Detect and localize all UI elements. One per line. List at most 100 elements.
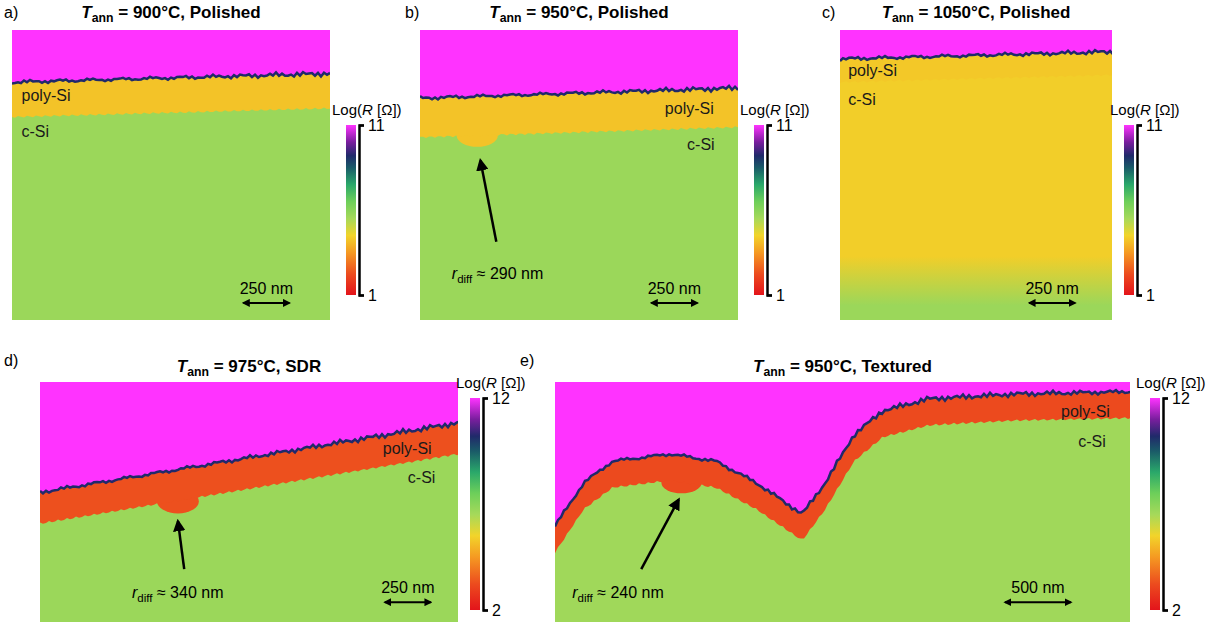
text-part: [Ω]) bbox=[373, 101, 402, 118]
colorbar-axis: 2 12 bbox=[1163, 390, 1190, 619]
panel: b)Tann = 950°C, Polishedpoly-Sic-Sirdiff… bbox=[405, 3, 810, 320]
tick-mark bbox=[483, 610, 488, 612]
scale-bar-label: 500 nm bbox=[1011, 579, 1064, 596]
colorbar-bracket bbox=[1164, 399, 1169, 611]
map bbox=[840, 30, 1112, 320]
air-region bbox=[40, 382, 458, 493]
colorbar-label: Log(R [Ω]) bbox=[1136, 374, 1206, 391]
colorbar-axis: 111 bbox=[767, 117, 793, 304]
panel: e)Tann = 950°C, Texturedpoly-Sic-Sirdiff… bbox=[520, 352, 1206, 622]
colorbar-tick: 1 bbox=[1137, 287, 1155, 304]
annotation-arrow bbox=[641, 500, 678, 570]
tick-label: 2 bbox=[492, 602, 501, 619]
panel-letter: d) bbox=[4, 352, 18, 369]
scale-bar bbox=[1029, 302, 1075, 304]
text-part: R bbox=[770, 101, 781, 118]
scale-bar bbox=[1005, 601, 1071, 603]
tick-label: 2 bbox=[1172, 602, 1181, 619]
tick-label: 12 bbox=[492, 390, 510, 407]
panel-title: Tann = 950°C, Textured bbox=[753, 357, 932, 379]
air-region bbox=[555, 382, 1130, 526]
colorbar-label: Log(R [Ω]) bbox=[332, 101, 402, 118]
text-part: Log( bbox=[1110, 101, 1140, 118]
text-part: Log( bbox=[456, 374, 486, 391]
text-part: R bbox=[486, 374, 497, 391]
air-region bbox=[12, 30, 330, 84]
colorbar-axis: 111 bbox=[1137, 117, 1163, 304]
panel-title: Tann = 950°C, Polished bbox=[489, 3, 668, 25]
scale-bar-label: 250 nm bbox=[240, 280, 293, 297]
tick-mark bbox=[1163, 398, 1168, 400]
text-part: diff bbox=[457, 273, 473, 285]
text-part: Log( bbox=[1136, 374, 1166, 391]
map bbox=[420, 30, 738, 320]
tick-mark bbox=[1163, 610, 1168, 612]
tick-label: 11 bbox=[368, 117, 385, 134]
text-part: ≈ 290 nm bbox=[472, 265, 543, 282]
text-part: = 900°C, Polished bbox=[114, 3, 261, 22]
colorbar-axis: 111 bbox=[359, 117, 385, 304]
tick-label: 1 bbox=[776, 287, 785, 304]
colorbar-axis: 2 12 bbox=[483, 390, 510, 619]
scale-bar-label: 250 nm bbox=[648, 280, 701, 297]
text-part: ann bbox=[92, 11, 114, 25]
map bbox=[12, 30, 330, 320]
region-label: poly-Si bbox=[22, 87, 71, 104]
surface-edge bbox=[420, 86, 738, 100]
text-part: Log( bbox=[332, 101, 362, 118]
text-part: [Ω]) bbox=[497, 374, 526, 391]
text-part: R bbox=[362, 101, 373, 118]
figure: a)Tann = 900°C, Polishedpoly-Sic-Si250 n… bbox=[0, 0, 1216, 642]
text-part: [Ω]) bbox=[781, 101, 810, 118]
scale-bar bbox=[385, 601, 431, 603]
colorbar-label: Log(R [Ω]) bbox=[740, 101, 810, 118]
region-label: poly-Si bbox=[383, 440, 432, 457]
panel: c)Tann = 1050°C, Polishedpoly-Sic-Si250 … bbox=[822, 3, 1180, 320]
text-part: [Ω]) bbox=[1151, 101, 1180, 118]
colorbar-bracket bbox=[360, 126, 365, 296]
air-region bbox=[420, 30, 738, 99]
annotation-arrow bbox=[178, 521, 184, 569]
tick-label: 12 bbox=[1172, 390, 1190, 407]
region-label: c-Si bbox=[1078, 433, 1106, 450]
colorbar-tick: 2 bbox=[1163, 602, 1181, 619]
colorbar-tick: 11 bbox=[359, 117, 385, 134]
text-part: ann bbox=[187, 365, 209, 379]
colorbar-label: Log(R [Ω]) bbox=[1110, 101, 1180, 118]
text-part: ≈ 240 nm bbox=[593, 584, 664, 601]
tick-mark bbox=[767, 125, 772, 127]
colorbar bbox=[470, 398, 480, 610]
panel-letter: a) bbox=[4, 4, 18, 21]
air-region bbox=[840, 30, 1112, 61]
text-part: ann bbox=[892, 11, 914, 25]
annotation: rdiff ≈ 240 nm bbox=[572, 584, 664, 604]
map bbox=[40, 382, 458, 622]
region-label: c-Si bbox=[687, 136, 715, 153]
colorbar bbox=[754, 125, 764, 295]
colorbar-tick: 1 bbox=[767, 287, 785, 304]
text-part: diff bbox=[137, 592, 153, 604]
tick-label: 1 bbox=[1146, 287, 1155, 304]
text-part: ann bbox=[763, 365, 785, 379]
text-part: = 950°C, Textured bbox=[785, 357, 932, 376]
panel-title: Tann = 1050°C, Polished bbox=[882, 3, 1071, 25]
scale-bar bbox=[243, 302, 289, 304]
tick-mark bbox=[1137, 295, 1142, 297]
text-part: = 975°C, SDR bbox=[209, 357, 321, 376]
colorbar-tick: 12 bbox=[1163, 390, 1190, 407]
region-label: c-Si bbox=[22, 123, 50, 140]
scale-bar-label: 250 nm bbox=[1025, 280, 1078, 297]
text-part: = 1050°C, Polished bbox=[914, 3, 1071, 22]
colorbar-tick: 2 bbox=[483, 602, 501, 619]
panel-letter: b) bbox=[405, 4, 419, 21]
colorbar-bracket bbox=[768, 126, 773, 296]
region-label: c-Si bbox=[848, 91, 876, 108]
colorbar-label: Log(R [Ω]) bbox=[456, 374, 526, 391]
surface-edge bbox=[840, 50, 1112, 61]
panel: d)Tann = 975°C, SDRpoly-Sic-Sirdiff ≈ 34… bbox=[4, 352, 526, 622]
map bbox=[555, 382, 1130, 622]
panel: a)Tann = 900°C, Polishedpoly-Sic-Si250 n… bbox=[4, 3, 402, 320]
c-si-region bbox=[840, 30, 1112, 320]
text-part: ≈ 340 nm bbox=[152, 584, 223, 601]
colorbar bbox=[1124, 125, 1134, 295]
